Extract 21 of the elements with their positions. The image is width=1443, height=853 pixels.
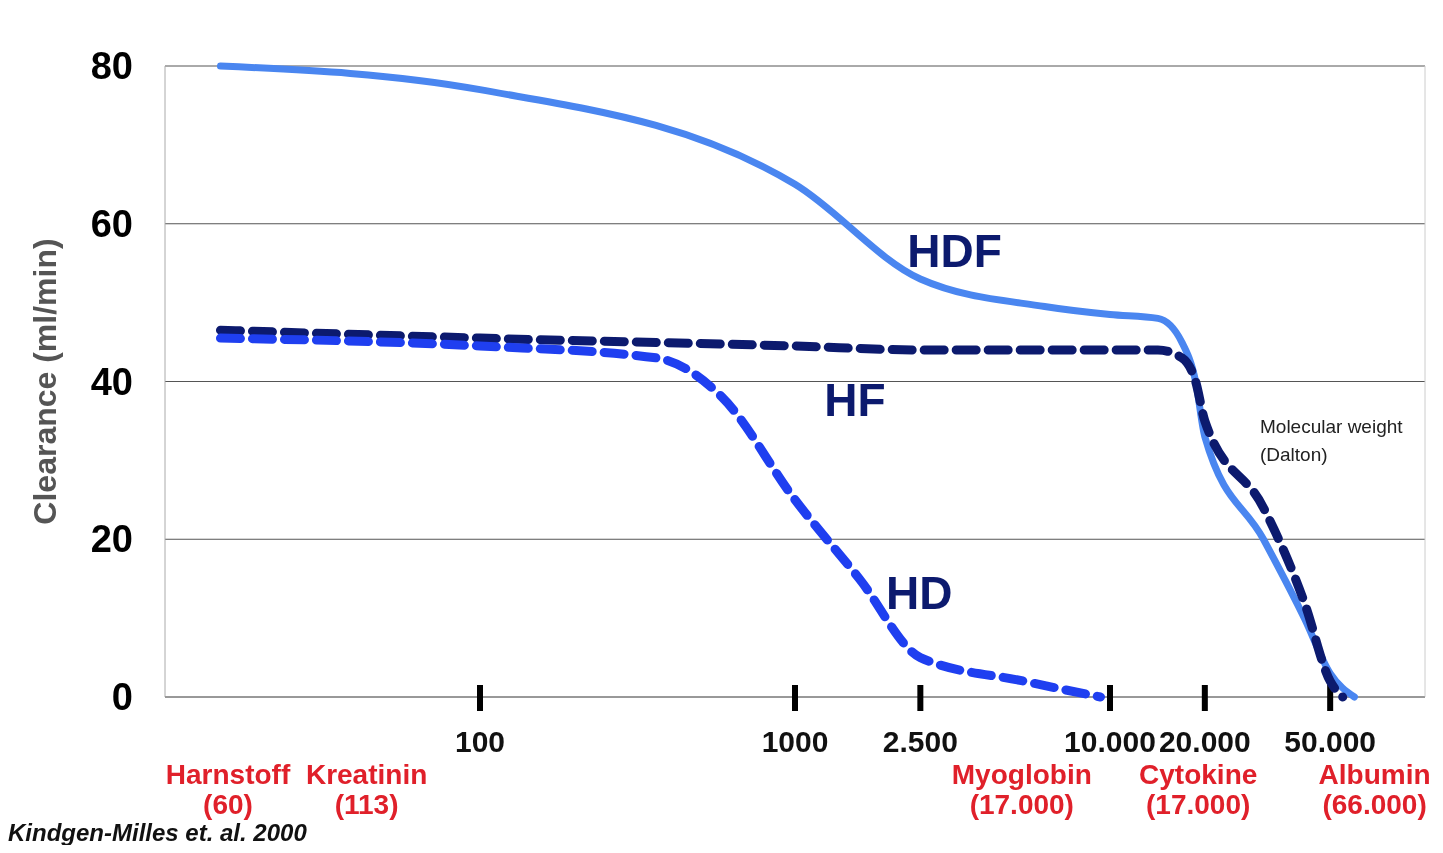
x-tick-label: 50.000	[1284, 725, 1377, 758]
x-tick-label: 100	[454, 725, 506, 758]
x-tick-label: 2.500	[882, 725, 958, 758]
series-label: HF	[824, 374, 886, 427]
text: Harnstoff (60)	[165, 759, 291, 820]
y-tick-label: 60	[90, 202, 133, 245]
text: Kreatinin (113)	[305, 759, 428, 820]
y-tick-label: 0	[111, 676, 133, 718]
y-axis-title: Clearance (ml/min)	[27, 238, 63, 525]
x-tick-label: 1000	[761, 725, 829, 758]
x-tick-label: 20.000	[1158, 725, 1251, 758]
series-label: HD	[886, 566, 953, 619]
y-tick-label: 80	[90, 45, 133, 87]
text: Albumin (66.000)	[1318, 759, 1431, 820]
text: Myoglobin (17.000)	[951, 759, 1092, 820]
x-axis-title: Molecular weight (Dalton)	[1260, 416, 1404, 465]
text: Cytokine (17.000)	[1139, 759, 1258, 820]
y-tick-label: 20	[90, 518, 133, 561]
x-tick-label: 10.000	[1064, 725, 1156, 758]
series-label: HDF	[907, 224, 1002, 277]
y-tick-label: 40	[90, 360, 133, 403]
